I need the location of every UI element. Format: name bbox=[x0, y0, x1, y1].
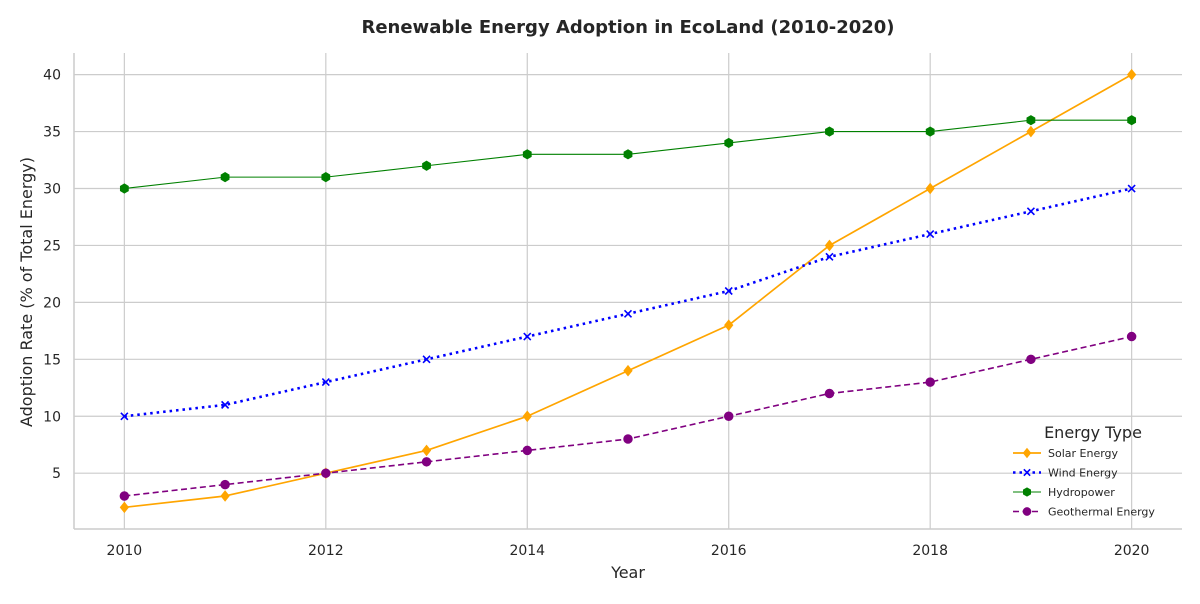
data-point bbox=[1026, 115, 1036, 126]
data-point bbox=[724, 137, 734, 149]
data-point bbox=[925, 126, 935, 137]
x-tick-label: 2014 bbox=[509, 543, 545, 559]
data-point bbox=[723, 411, 734, 422]
y-tick-label: 10 bbox=[43, 409, 61, 425]
legend-item: Wind Energy bbox=[1013, 467, 1118, 480]
legend-label: Wind Energy bbox=[1048, 467, 1118, 480]
data-point bbox=[422, 355, 431, 364]
y-tick-label: 40 bbox=[43, 68, 61, 84]
data-point bbox=[220, 479, 230, 490]
y-tick-label: 35 bbox=[43, 125, 61, 141]
x-axis-label: Year bbox=[610, 563, 645, 582]
data-point bbox=[421, 444, 432, 457]
y-axis-label: Adoption Rate (% of Total Energy) bbox=[17, 157, 36, 427]
x-tick-label: 2016 bbox=[711, 543, 747, 559]
data-point bbox=[1126, 68, 1137, 81]
data-point bbox=[623, 434, 633, 444]
data-point bbox=[925, 182, 935, 195]
data-point bbox=[522, 445, 533, 456]
data-point bbox=[220, 490, 230, 502]
series-group bbox=[119, 68, 1137, 514]
data-point bbox=[220, 172, 230, 183]
data-point bbox=[623, 149, 633, 160]
data-point bbox=[1026, 354, 1036, 365]
data-point bbox=[825, 126, 834, 137]
data-point bbox=[321, 468, 331, 478]
data-point bbox=[522, 410, 532, 423]
data-point bbox=[422, 160, 431, 171]
data-point bbox=[1127, 184, 1136, 193]
data-point bbox=[1026, 125, 1036, 138]
data-point bbox=[724, 319, 734, 331]
data-point bbox=[523, 332, 532, 341]
x-tick-label: 2018 bbox=[912, 543, 948, 559]
data-point bbox=[1126, 331, 1137, 342]
legend-marker bbox=[1022, 487, 1032, 497]
legend-marker bbox=[1022, 507, 1032, 516]
legend-item: Hydropower bbox=[1013, 486, 1115, 499]
data-point bbox=[321, 378, 330, 387]
data-point bbox=[221, 400, 230, 409]
y-tick-label: 20 bbox=[43, 295, 61, 311]
data-point bbox=[925, 377, 935, 387]
data-point bbox=[926, 229, 935, 239]
legend-item: Solar Energy bbox=[1013, 447, 1119, 460]
data-point bbox=[623, 309, 633, 318]
data-point bbox=[119, 491, 130, 501]
legend-marker bbox=[1022, 447, 1032, 459]
y-tick-label: 5 bbox=[52, 466, 61, 482]
data-point bbox=[120, 412, 129, 421]
legend-title: Energy Type bbox=[1044, 423, 1142, 442]
legend-label: Geothermal Energy bbox=[1048, 506, 1155, 519]
legend-item: Geothermal Energy bbox=[1013, 506, 1155, 519]
data-point bbox=[824, 388, 835, 399]
tick-labels: 2010 2012 2014 2016 2018 2020 5 10 15 20 25 30 35 40 bbox=[43, 68, 1149, 559]
y-tick-label: 15 bbox=[43, 352, 61, 368]
data-point bbox=[522, 149, 532, 160]
axes-spines bbox=[73, 53, 1182, 530]
data-point bbox=[1026, 207, 1035, 216]
data-point bbox=[421, 457, 432, 467]
chart-title: Renewable Energy Adoption in EcoLand (20… bbox=[361, 17, 894, 38]
legend-label: Hydropower bbox=[1048, 486, 1115, 499]
legend: Energy Type Solar Energy Wind Energy Hydro… bbox=[1013, 423, 1155, 519]
data-point bbox=[623, 364, 633, 377]
legend-label: Solar Energy bbox=[1048, 447, 1119, 460]
grid bbox=[74, 53, 1182, 529]
data-point bbox=[724, 286, 733, 296]
data-point bbox=[321, 172, 331, 183]
data-point bbox=[1127, 115, 1137, 126]
data-point bbox=[824, 239, 835, 252]
x-tick-label: 2010 bbox=[107, 543, 143, 559]
x-tick-label: 2020 bbox=[1114, 543, 1150, 559]
y-tick-label: 30 bbox=[43, 182, 61, 198]
series-geothermal-energy bbox=[119, 331, 1137, 501]
x-tick-label: 2012 bbox=[308, 543, 344, 559]
data-point bbox=[119, 501, 130, 514]
legend-items: Solar Energy Wind Energy Hydropower Geother… bbox=[1013, 447, 1155, 519]
data-point bbox=[119, 183, 129, 194]
y-tick-label: 25 bbox=[43, 238, 61, 254]
legend-marker bbox=[1023, 468, 1031, 477]
series-solar-energy bbox=[119, 68, 1137, 514]
series-hydropower bbox=[119, 115, 1137, 194]
series-wind-energy bbox=[120, 184, 1136, 421]
data-point bbox=[825, 252, 834, 261]
